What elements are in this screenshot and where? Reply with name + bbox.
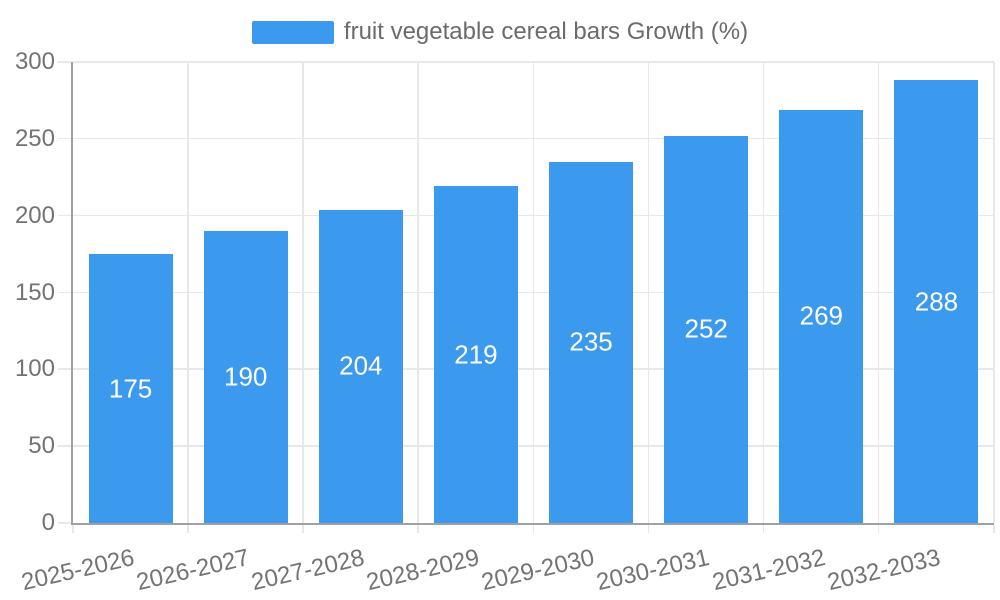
x-tick-label: 2028-2029 — [364, 544, 483, 597]
x-tick-label: 2027-2028 — [248, 544, 367, 597]
x-gridline — [647, 62, 650, 523]
x-axis-tick — [762, 525, 765, 533]
bar[interactable]: 190 — [203, 231, 288, 523]
x-axis-tick — [993, 525, 995, 533]
bar-value-label: 288 — [914, 286, 959, 317]
y-axis-tick — [58, 445, 71, 447]
x-tick-label: 2030-2031 — [594, 544, 713, 597]
x-gridline — [877, 62, 880, 523]
x-axis-tick — [877, 525, 880, 533]
y-axis-tick — [58, 522, 71, 524]
y-tick-label: 50 — [28, 432, 55, 460]
legend-item[interactable]: fruit vegetable cereal bars Growth (%) — [0, 19, 1000, 45]
bar-value-label: 204 — [339, 350, 383, 381]
x-tick-label: 2026-2027 — [133, 544, 252, 597]
y-tick-label: 150 — [14, 278, 55, 306]
x-tick-label: 2029-2030 — [479, 544, 598, 597]
x-axis-tick — [72, 525, 74, 533]
x-axis-tick — [532, 525, 534, 533]
x-gridline — [532, 62, 534, 523]
y-tick-label: 0 — [41, 509, 55, 536]
plot-area: 0 50 100 150 200 250 300 175 2025-2026 190 2026-20… — [15, 49, 995, 596]
x-gridline — [302, 62, 304, 523]
x-tick-label: 2032-2033 — [824, 544, 943, 597]
bar-value-label: 175 — [108, 373, 153, 404]
y-axis-tick — [58, 291, 71, 293]
legend-label: fruit vegetable cereal bars Growth (%) — [343, 18, 749, 45]
x-axis-tick — [302, 525, 304, 533]
bar-value-label: 269 — [799, 300, 843, 331]
y-axis-tick — [58, 61, 71, 63]
y-axis-tick — [58, 137, 71, 140]
bar[interactable]: 235 — [549, 161, 634, 523]
bar-value-label: 235 — [569, 326, 613, 357]
x-axis-tick — [187, 525, 189, 533]
y-tick-label: 200 — [14, 201, 55, 229]
y-tick-label: 100 — [14, 355, 55, 383]
bar-value-label: 190 — [223, 361, 268, 392]
x-tick-label: 2025-2026 — [18, 544, 137, 597]
y-axis-tick — [58, 214, 71, 217]
x-tick-label: 2031-2032 — [709, 544, 828, 597]
bar-value-label: 252 — [684, 313, 728, 344]
x-gridline — [993, 62, 995, 523]
y-gridline — [73, 61, 994, 63]
bar[interactable]: 175 — [88, 254, 173, 523]
bar[interactable]: 252 — [664, 135, 749, 523]
x-axis-tick — [647, 525, 650, 533]
x-gridline — [762, 62, 765, 523]
x-axis-tick — [417, 525, 419, 533]
x-gridline — [187, 62, 189, 523]
bar[interactable]: 204 — [318, 209, 403, 523]
bar[interactable]: 288 — [894, 80, 979, 523]
x-gridline — [417, 62, 419, 523]
legend-swatch-icon — [251, 20, 334, 44]
y-axis-tick — [58, 368, 71, 370]
bar[interactable]: 269 — [779, 109, 864, 523]
bar-value-label: 219 — [454, 339, 498, 370]
y-tick-label: 250 — [14, 124, 55, 152]
y-tick-label: 300 — [14, 48, 55, 75]
bar[interactable]: 219 — [433, 186, 518, 523]
